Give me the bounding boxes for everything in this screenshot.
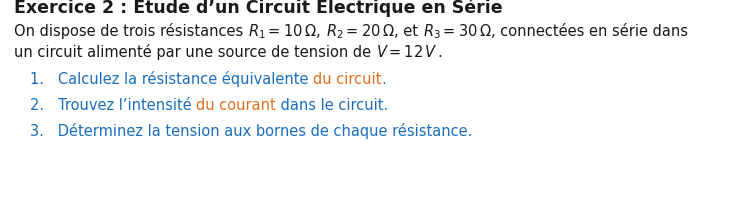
Text: dans le circuit.: dans le circuit. xyxy=(276,98,388,113)
Text: du circuit: du circuit xyxy=(313,72,382,87)
Text: On dispose de trois résistances: On dispose de trois résistances xyxy=(14,23,248,39)
Text: .: . xyxy=(382,72,386,87)
Text: Exercice 2 : Étude d’un Circuit Électrique en Série: Exercice 2 : Étude d’un Circuit Électriq… xyxy=(14,0,502,17)
Text: ,: , xyxy=(316,24,326,39)
Text: $V = 12\,V$: $V = 12\,V$ xyxy=(376,44,437,60)
Text: , connectées en série dans: , connectées en série dans xyxy=(491,24,688,39)
Text: , et: , et xyxy=(394,24,423,39)
Text: .: . xyxy=(437,45,442,60)
Text: 3.   Déterminez la tension aux bornes de chaque résistance.: 3. Déterminez la tension aux bornes de c… xyxy=(30,123,472,139)
Text: $R_3 = 30\,\Omega$: $R_3 = 30\,\Omega$ xyxy=(423,22,491,41)
Text: $R_2 = 20\,\Omega$: $R_2 = 20\,\Omega$ xyxy=(326,22,394,41)
Text: $R_1 = 10\,\Omega$: $R_1 = 10\,\Omega$ xyxy=(248,22,316,41)
Text: un circuit alimenté par une source de tension de: un circuit alimenté par une source de te… xyxy=(14,44,376,60)
Text: 1.   Calculez la résistance équivalente: 1. Calculez la résistance équivalente xyxy=(30,71,313,87)
Text: du courant: du courant xyxy=(196,98,276,113)
Text: 2.   Trouvez l’intensité: 2. Trouvez l’intensité xyxy=(30,98,196,113)
